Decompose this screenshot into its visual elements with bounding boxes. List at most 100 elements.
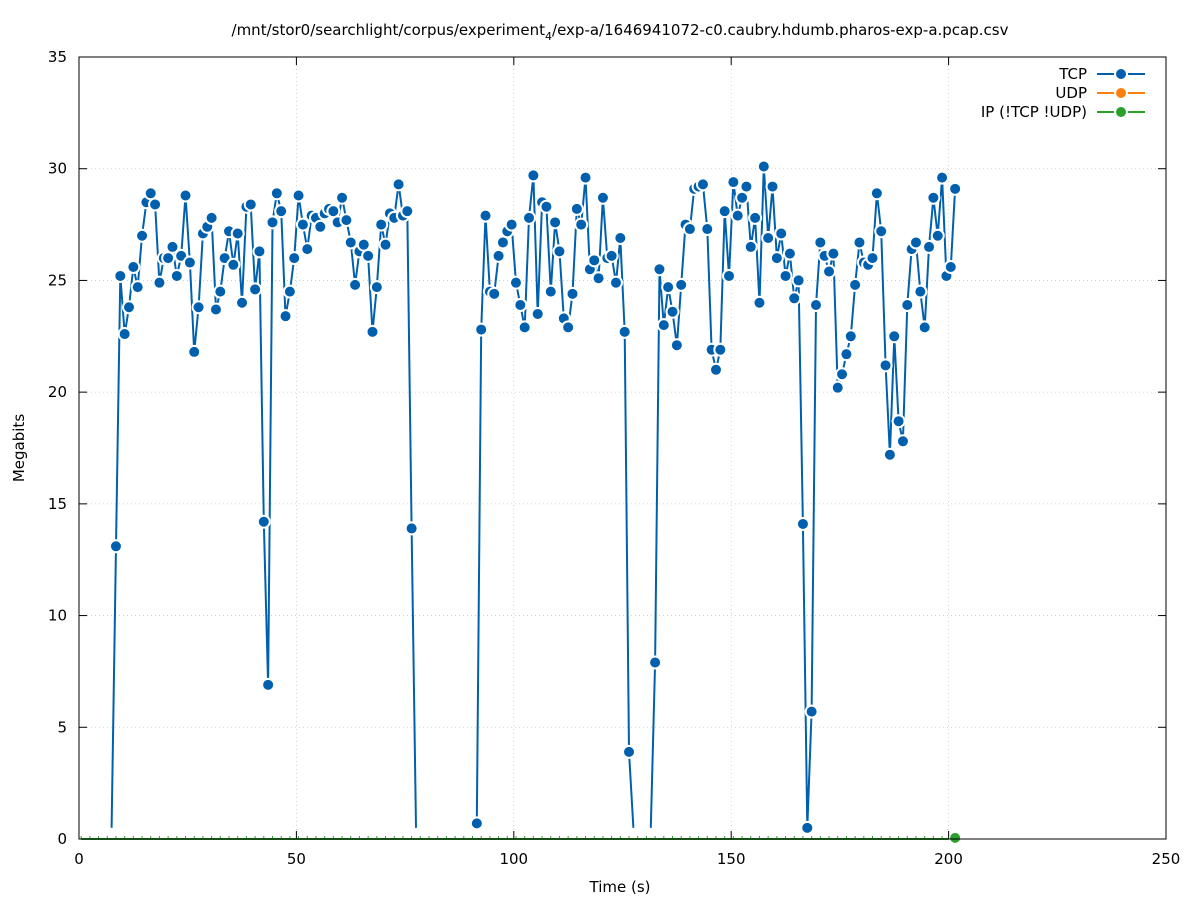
data-point bbox=[808, 298, 823, 313]
data-point bbox=[874, 224, 889, 239]
data-point bbox=[339, 213, 354, 228]
y-tick-label: 5 bbox=[57, 718, 67, 736]
data-point bbox=[765, 179, 780, 194]
data-point bbox=[748, 210, 763, 225]
data-point bbox=[213, 284, 228, 299]
data-point bbox=[652, 262, 667, 277]
data-point bbox=[935, 170, 950, 185]
x-tick-label: 0 bbox=[74, 850, 84, 868]
data-point bbox=[204, 210, 219, 225]
data-point bbox=[117, 327, 132, 342]
data-point bbox=[378, 237, 393, 252]
data-point bbox=[752, 295, 767, 310]
data-point bbox=[843, 329, 858, 344]
data-point bbox=[895, 434, 910, 449]
legend-marker bbox=[1114, 86, 1128, 100]
data-point bbox=[256, 514, 271, 529]
data-point bbox=[617, 324, 632, 339]
data-point bbox=[248, 282, 263, 297]
data-point bbox=[852, 235, 867, 250]
data-point bbox=[165, 239, 180, 254]
data-point bbox=[574, 217, 589, 232]
x-tick-label: 100 bbox=[499, 850, 528, 868]
data-point bbox=[948, 181, 963, 196]
data-point bbox=[648, 655, 663, 670]
y-tick-label: 30 bbox=[48, 160, 67, 178]
x-tick-label: 250 bbox=[1152, 850, 1181, 868]
data-point bbox=[148, 197, 163, 212]
data-point bbox=[274, 204, 289, 219]
data-point bbox=[922, 239, 937, 254]
data-point bbox=[230, 226, 245, 241]
data-point bbox=[665, 304, 680, 319]
data-point bbox=[726, 175, 741, 190]
data-point bbox=[622, 744, 637, 759]
data-point bbox=[313, 219, 328, 234]
legend-marker bbox=[1114, 105, 1128, 119]
data-point bbox=[669, 338, 684, 353]
data-point bbox=[613, 230, 628, 245]
data-point bbox=[682, 222, 697, 237]
y-tick-label: 35 bbox=[48, 48, 67, 66]
data-point bbox=[822, 264, 837, 279]
data-point bbox=[948, 830, 963, 845]
data-point bbox=[722, 268, 737, 283]
data-point bbox=[295, 217, 310, 232]
data-point bbox=[717, 204, 732, 219]
data-point bbox=[891, 414, 906, 429]
data-point bbox=[513, 298, 528, 313]
data-point bbox=[508, 275, 523, 290]
data-point bbox=[695, 177, 710, 192]
data-point bbox=[152, 275, 167, 290]
data-point bbox=[348, 277, 363, 292]
y-tick-label: 25 bbox=[48, 271, 67, 289]
x-tick-label: 150 bbox=[717, 850, 746, 868]
data-point bbox=[282, 284, 297, 299]
data-point bbox=[708, 362, 723, 377]
chart-title: /mnt/stor0/searchlight/corpus/experiment… bbox=[232, 21, 1009, 43]
y-tick-label: 10 bbox=[48, 607, 67, 625]
data-point bbox=[782, 246, 797, 261]
legend-label: IP (!TCP !UDP) bbox=[981, 103, 1087, 121]
data-point bbox=[774, 226, 789, 241]
data-point bbox=[235, 295, 250, 310]
data-point bbox=[756, 159, 771, 174]
data-point bbox=[474, 322, 489, 337]
data-point bbox=[713, 342, 728, 357]
data-point bbox=[569, 201, 584, 216]
data-point bbox=[804, 704, 819, 719]
y-tick-label: 15 bbox=[48, 495, 67, 513]
data-point bbox=[795, 516, 810, 531]
data-point bbox=[252, 244, 267, 259]
x-tick-label: 200 bbox=[934, 850, 963, 868]
data-point bbox=[848, 277, 863, 292]
data-point bbox=[800, 820, 815, 835]
data-point bbox=[769, 251, 784, 266]
data-point bbox=[122, 300, 137, 315]
data-point bbox=[391, 177, 406, 192]
data-point bbox=[300, 242, 315, 257]
y-tick-label: 20 bbox=[48, 383, 67, 401]
data-point bbox=[917, 320, 932, 335]
data-point bbox=[522, 210, 537, 225]
data-point bbox=[243, 197, 258, 212]
data-point bbox=[565, 286, 580, 301]
data-point bbox=[491, 248, 506, 263]
data-point bbox=[787, 291, 802, 306]
legend-label: UDP bbox=[1055, 84, 1087, 102]
y-axis-label: Megabits bbox=[10, 414, 28, 482]
data-point bbox=[269, 186, 284, 201]
data-point bbox=[587, 253, 602, 268]
data-point bbox=[469, 816, 484, 831]
data-point bbox=[882, 447, 897, 462]
data-point bbox=[543, 284, 558, 299]
data-point bbox=[730, 208, 745, 223]
data-point bbox=[552, 244, 567, 259]
data-point bbox=[504, 217, 519, 232]
data-point bbox=[591, 271, 606, 286]
data-point bbox=[126, 260, 141, 275]
ticks: 0 50 100 150 200 250 0 5 10 15 20 25 30 35 bbox=[48, 48, 1180, 868]
